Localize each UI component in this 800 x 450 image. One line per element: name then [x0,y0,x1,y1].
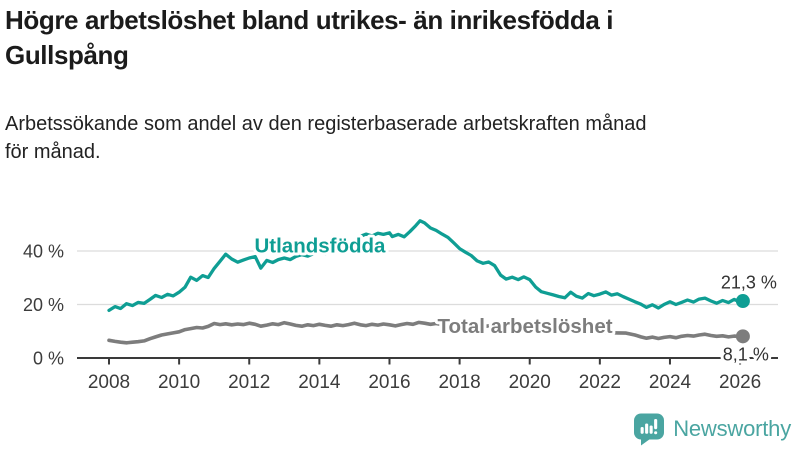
page-title-line2: Gullspång [5,40,129,70]
logo-bar-medium [645,423,649,434]
x-tick-label: 2014 [298,372,341,393]
newsworthy-brand: Newsworthy [633,411,791,447]
page-subtitle-line1: Arbetssökande som andel av den registerb… [5,113,647,135]
series-label-total-arbetsloshet: Total arbetslöshet [438,315,613,338]
page-title-line1: Högre arbetslöshet bland utrikes- än inr… [5,5,614,35]
line-total-arbetsloshet [107,320,745,345]
x-tick-label: 2016 [368,372,410,393]
x-tick-label: 2018 [438,372,480,393]
page-subtitle: Arbetssökande som andel av den registerb… [5,110,797,166]
x-tick-label: 2024 [649,372,692,393]
line-utlandsfodda [107,219,745,313]
logo-exclamation-bar [654,418,658,429]
y-tick-label: 20 % [23,295,64,315]
logo-bar-small [640,426,644,434]
end-dot-total-arbetsloshet [735,329,750,344]
x-tick-label: 2012 [228,372,270,393]
brand-wordmark: Newsworthy [673,416,791,441]
y-tick-label: 0 % [33,349,64,369]
end-value-label-total-arbetsloshet: 8,1 % [723,344,769,364]
x-tick-label: 2008 [88,372,130,393]
newsworthy-logo-icon [634,413,665,445]
logo-bar-large [649,425,653,434]
end-dot-utlandsfodda [735,294,750,309]
end-value-label-utlandsfodda: 21,3 % [721,273,777,293]
y-tick-label: 40 % [23,242,64,262]
page-subtitle-line2: för månad. [5,141,101,163]
logo-exclamation-dot [654,430,658,434]
page-title: Högre arbetslöshet bland utrikes- än inr… [5,3,795,73]
x-tick-label: 2010 [158,372,200,393]
series-label-utlandsfodda: Utlandsfödda [254,234,386,257]
x-tick-label: 2026 [719,372,761,393]
x-tick-label: 2022 [579,372,621,393]
x-tick-label: 2020 [509,372,551,393]
